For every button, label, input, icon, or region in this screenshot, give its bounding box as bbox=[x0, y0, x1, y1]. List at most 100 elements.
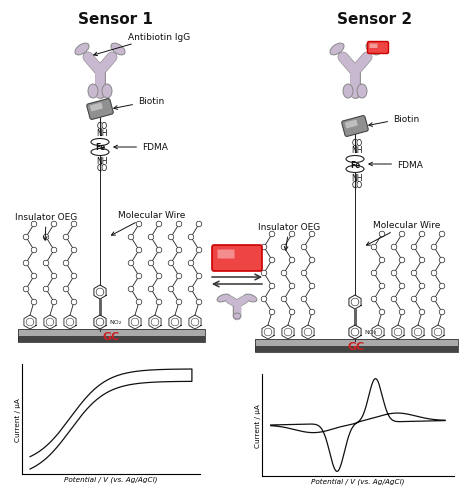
Text: NO₂: NO₂ bbox=[364, 330, 376, 335]
Text: GC: GC bbox=[103, 331, 120, 341]
Circle shape bbox=[156, 248, 162, 253]
Circle shape bbox=[156, 222, 162, 227]
Circle shape bbox=[188, 261, 194, 266]
Text: NH: NH bbox=[351, 146, 363, 155]
Circle shape bbox=[431, 297, 437, 302]
Circle shape bbox=[309, 258, 315, 263]
Circle shape bbox=[371, 244, 377, 250]
Circle shape bbox=[379, 232, 385, 237]
Text: Biotin: Biotin bbox=[114, 97, 164, 110]
Circle shape bbox=[168, 261, 174, 266]
Circle shape bbox=[63, 261, 69, 266]
Text: NH: NH bbox=[96, 129, 108, 138]
Circle shape bbox=[289, 309, 295, 315]
Circle shape bbox=[156, 300, 162, 305]
FancyBboxPatch shape bbox=[87, 100, 113, 120]
FancyBboxPatch shape bbox=[90, 103, 103, 112]
Text: Fe: Fe bbox=[95, 143, 105, 152]
Circle shape bbox=[419, 232, 425, 237]
Circle shape bbox=[71, 248, 77, 253]
Circle shape bbox=[261, 271, 267, 276]
Circle shape bbox=[51, 248, 57, 253]
Text: Biotin: Biotin bbox=[369, 114, 419, 127]
Circle shape bbox=[176, 248, 182, 253]
Circle shape bbox=[391, 244, 397, 250]
Ellipse shape bbox=[357, 85, 367, 99]
Circle shape bbox=[309, 284, 315, 289]
Circle shape bbox=[31, 300, 37, 305]
Circle shape bbox=[51, 274, 57, 279]
Circle shape bbox=[411, 271, 417, 276]
FancyBboxPatch shape bbox=[18, 329, 205, 336]
Circle shape bbox=[399, 284, 405, 289]
Circle shape bbox=[156, 274, 162, 279]
Circle shape bbox=[51, 300, 57, 305]
X-axis label: Potential / V (vs. Ag/AgCl): Potential / V (vs. Ag/AgCl) bbox=[311, 477, 405, 484]
Circle shape bbox=[136, 300, 142, 305]
Text: NH: NH bbox=[96, 157, 108, 165]
FancyBboxPatch shape bbox=[255, 346, 458, 352]
X-axis label: Potential / V (vs. Ag/AgCl): Potential / V (vs. Ag/AgCl) bbox=[64, 475, 158, 482]
Text: Insulator OEG: Insulator OEG bbox=[15, 213, 77, 241]
Circle shape bbox=[176, 274, 182, 279]
FancyBboxPatch shape bbox=[345, 121, 358, 129]
Circle shape bbox=[371, 297, 377, 302]
Circle shape bbox=[399, 309, 405, 315]
Circle shape bbox=[188, 235, 194, 240]
Circle shape bbox=[281, 244, 287, 250]
Circle shape bbox=[439, 232, 445, 237]
Y-axis label: Current / μA: Current / μA bbox=[15, 397, 20, 441]
Circle shape bbox=[196, 248, 202, 253]
Text: Sensor 2: Sensor 2 bbox=[337, 12, 412, 27]
Text: CO: CO bbox=[351, 181, 363, 190]
Ellipse shape bbox=[233, 313, 241, 319]
Circle shape bbox=[301, 244, 307, 250]
FancyBboxPatch shape bbox=[367, 42, 389, 54]
Circle shape bbox=[148, 286, 154, 292]
Text: Insulator OEG: Insulator OEG bbox=[258, 223, 320, 251]
Circle shape bbox=[23, 261, 29, 266]
Text: NO₂: NO₂ bbox=[109, 320, 121, 325]
Text: FDMA: FDMA bbox=[369, 160, 423, 169]
Circle shape bbox=[431, 271, 437, 276]
FancyBboxPatch shape bbox=[370, 44, 377, 49]
Circle shape bbox=[309, 232, 315, 237]
Circle shape bbox=[63, 286, 69, 292]
Ellipse shape bbox=[217, 294, 230, 302]
Circle shape bbox=[391, 297, 397, 302]
FancyBboxPatch shape bbox=[212, 245, 262, 271]
Circle shape bbox=[439, 284, 445, 289]
Circle shape bbox=[439, 309, 445, 315]
Ellipse shape bbox=[102, 85, 112, 99]
Text: Antibiotin IgG: Antibiotin IgG bbox=[94, 32, 190, 57]
Ellipse shape bbox=[366, 44, 380, 56]
Circle shape bbox=[176, 300, 182, 305]
Text: CO: CO bbox=[351, 139, 363, 148]
Circle shape bbox=[23, 286, 29, 292]
Circle shape bbox=[71, 274, 77, 279]
Circle shape bbox=[399, 258, 405, 263]
Ellipse shape bbox=[343, 85, 353, 99]
Circle shape bbox=[43, 235, 49, 240]
Circle shape bbox=[43, 261, 49, 266]
Text: GC: GC bbox=[348, 341, 365, 351]
Ellipse shape bbox=[330, 44, 344, 56]
Text: Sensor 1: Sensor 1 bbox=[78, 12, 153, 27]
Circle shape bbox=[269, 309, 275, 315]
FancyBboxPatch shape bbox=[18, 336, 205, 342]
Circle shape bbox=[261, 297, 267, 302]
Circle shape bbox=[51, 222, 57, 227]
Circle shape bbox=[371, 271, 377, 276]
Circle shape bbox=[399, 232, 405, 237]
Circle shape bbox=[411, 244, 417, 250]
Circle shape bbox=[136, 248, 142, 253]
Circle shape bbox=[168, 235, 174, 240]
Circle shape bbox=[196, 274, 202, 279]
Text: NH: NH bbox=[351, 174, 363, 183]
Text: CO: CO bbox=[96, 163, 108, 173]
Circle shape bbox=[391, 271, 397, 276]
Circle shape bbox=[188, 286, 194, 292]
Circle shape bbox=[31, 274, 37, 279]
Ellipse shape bbox=[346, 166, 364, 173]
Circle shape bbox=[63, 235, 69, 240]
